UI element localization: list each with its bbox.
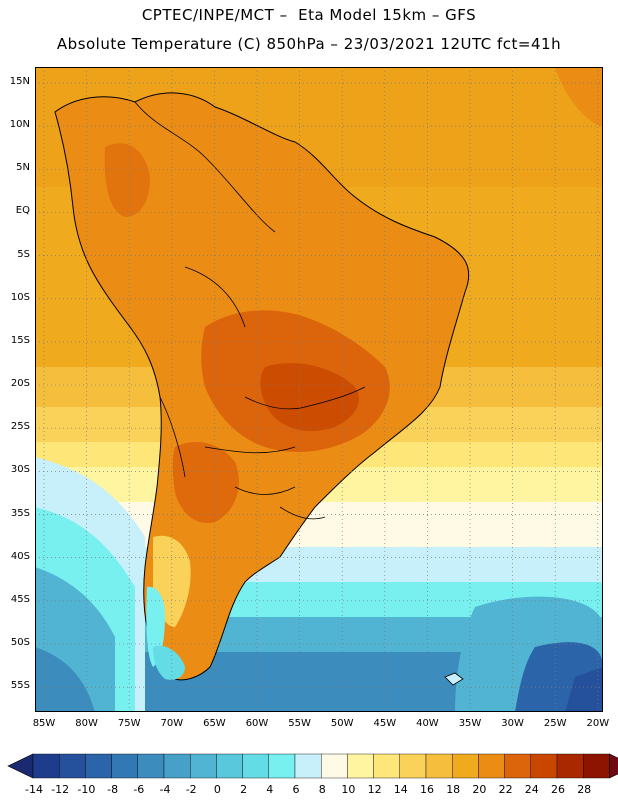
latitude-label: 15S	[10, 334, 30, 346]
longitude-label: 80W	[75, 718, 98, 729]
colorbar-tick-label: 16	[420, 783, 434, 796]
longitude-label: 30W	[501, 718, 524, 729]
colorbar-tick-label: -8	[107, 783, 118, 796]
colorbar-bin	[189, 753, 217, 779]
latitude-label: 20S	[10, 378, 30, 390]
colorbar-tick-label: 26	[551, 783, 565, 796]
longitude-label: 45W	[373, 718, 397, 729]
latitude-label: EQ	[15, 205, 30, 217]
colorbar-bin	[347, 753, 374, 779]
colorbar-bin	[321, 753, 348, 779]
colorbar-bin	[294, 753, 322, 779]
longitude-label: 75W	[117, 718, 141, 729]
colorbar-bin	[452, 753, 479, 779]
colorbar-tick-label: -4	[160, 783, 171, 796]
map-border	[35, 67, 603, 712]
colorbar-tick-label: 20	[472, 783, 486, 796]
colorbar-tick-label: -10	[77, 783, 95, 796]
colorbar-bin	[59, 753, 86, 779]
colorbar-bin	[373, 753, 401, 779]
latitude-label: 40S	[10, 550, 30, 562]
colorbar-bin	[425, 753, 453, 779]
colorbar-tick-label: -14	[25, 783, 43, 796]
latitude-label: 50S	[10, 636, 30, 648]
colorbar-tick-label: 12	[368, 783, 382, 796]
colorbar-under-arrow	[7, 753, 34, 779]
longitude-label: 20W	[586, 718, 610, 729]
latitude-label: 55S	[10, 680, 30, 692]
longitude-label: 50W	[330, 718, 354, 729]
colorbar-tick-label: 6	[293, 783, 300, 796]
longitude-label: 55W	[288, 718, 311, 729]
colorbar-tick-label: 24	[525, 783, 539, 796]
colorbar-bin	[583, 753, 610, 779]
colorbar-bin	[268, 753, 296, 779]
latitude-label: 35S	[10, 507, 30, 519]
colorbar-tick-label: 18	[446, 783, 460, 796]
colorbar-tick-label: 4	[266, 783, 273, 796]
colorbar-bin	[504, 753, 532, 779]
colorbar: -14 -12 -10 -8 -6 -4 -2 0 2 4 6 8 10 12 14 16 18 20 22 24 26…	[7, 753, 618, 796]
colorbar-bin	[137, 753, 165, 779]
colorbar-bin	[85, 753, 112, 779]
colorbar-bin	[399, 753, 427, 779]
colorbar-tick-label: -2	[186, 783, 197, 796]
colorbar-tick-label: 2	[240, 783, 247, 796]
map-subtitle: Absolute Temperature (C) 850hPa – 23/03/…	[56, 35, 562, 53]
latitude-label: 45S	[10, 593, 30, 605]
latitude-label: 5S	[17, 248, 30, 260]
colorbar-tick-label: 10	[341, 783, 355, 796]
colorbar-bin	[111, 753, 138, 779]
latitude-label: 5N	[16, 162, 30, 174]
longitude-label: 35W	[458, 718, 482, 729]
colorbar-tick-label: 0	[214, 783, 221, 796]
colorbar-tick-label: 8	[319, 783, 326, 796]
longitude-label: 85W	[32, 718, 56, 729]
colorbar-tick-label: -12	[51, 783, 69, 796]
map-title: CPTEC/INPE/MCT – Eta Model 15km – GFS	[141, 6, 477, 24]
colorbar-tick-label: -6	[133, 783, 144, 796]
latitude-label: 15N	[9, 76, 30, 87]
temperature-map	[35, 67, 603, 712]
colorbar-over-arrow	[609, 753, 618, 779]
colorbar-tick-label: 22	[499, 783, 513, 796]
colorbar-tick-label: 14	[394, 783, 408, 796]
longitude-label: 60W	[245, 718, 269, 729]
colorbar-bin	[216, 753, 243, 779]
colorbar-bin	[556, 753, 584, 779]
colorbar-bin	[163, 753, 191, 779]
latitude-label: 10N	[9, 119, 30, 131]
lat-lon-grid	[35, 67, 603, 712]
colorbar-bin	[242, 753, 270, 779]
longitude-label: 25W	[543, 718, 567, 729]
longitude-label: 70W	[160, 718, 184, 729]
latitude-label: 10S	[10, 291, 30, 303]
colorbar-bin	[478, 753, 505, 779]
colorbar-bin	[32, 753, 60, 779]
latitude-label: 30S	[10, 464, 30, 476]
latitude-label: 25S	[10, 421, 30, 433]
longitude-label: 40W	[416, 718, 439, 729]
colorbar-bin	[530, 753, 558, 779]
longitude-label: 65W	[203, 718, 226, 729]
colorbar-tick-label: 28	[577, 783, 591, 796]
